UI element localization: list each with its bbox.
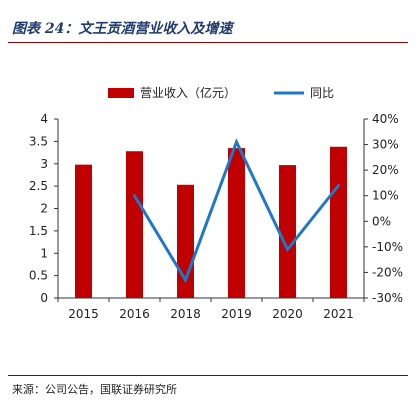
- x-tick-label: 2020: [272, 307, 303, 321]
- right-tick-label: 20%: [372, 163, 399, 177]
- legend-label-line: 同比: [310, 86, 334, 100]
- left-tick-label: 0: [40, 291, 48, 305]
- right-tick-label: -10%: [372, 240, 403, 254]
- legend-label-bar: 营业收入（亿元）: [140, 85, 236, 100]
- bar-2016: [126, 151, 143, 298]
- title-rule: [8, 42, 408, 43]
- growth-line: [133, 138, 340, 284]
- left-tick-label: 3.5: [29, 134, 48, 148]
- right-tick-label: -30%: [372, 291, 403, 305]
- bar-2019: [228, 148, 245, 298]
- left-tick-label: 2.5: [29, 179, 48, 193]
- right-tick-label: 10%: [372, 189, 399, 203]
- x-tick-label: 2016: [119, 307, 150, 321]
- legend: 营业收入（亿元） 同比: [108, 85, 334, 100]
- left-tick-label: 0.5: [29, 269, 48, 283]
- bar-2015: [75, 164, 92, 298]
- left-tick-label: 4: [40, 112, 48, 126]
- bar-2021: [330, 146, 347, 298]
- x-tick-label: 2015: [68, 307, 99, 321]
- source-note: 来源：公司公告，国联证券研究所: [12, 383, 177, 396]
- growth-line-series: [133, 138, 340, 284]
- left-tick-label: 3: [40, 157, 48, 171]
- legend-swatch-bar: [108, 88, 134, 98]
- right-tick-label: 30%: [372, 138, 399, 152]
- right-tick-label: -20%: [372, 265, 403, 279]
- left-tick-label: 1: [40, 246, 48, 260]
- x-tick-label: 2018: [170, 307, 201, 321]
- right-tick-label: 0%: [372, 214, 391, 228]
- figure-title: 图表 24：文王贡酒营业收入及增速: [12, 21, 233, 37]
- bar-series: [75, 146, 347, 298]
- x-tick-label: 2021: [323, 307, 354, 321]
- left-tick-label: 1.5: [29, 224, 48, 238]
- axes: 0 0.5 1 1.5 2 2.5 3 3.5 4 -30% -20% -10% 0% 10% 20% 30%…: [29, 112, 403, 321]
- source-rule: [8, 375, 408, 376]
- right-tick-label: 40%: [372, 112, 399, 126]
- left-tick-label: 2: [40, 202, 48, 216]
- x-tick-label: 2019: [221, 307, 252, 321]
- bar-2020: [279, 165, 296, 298]
